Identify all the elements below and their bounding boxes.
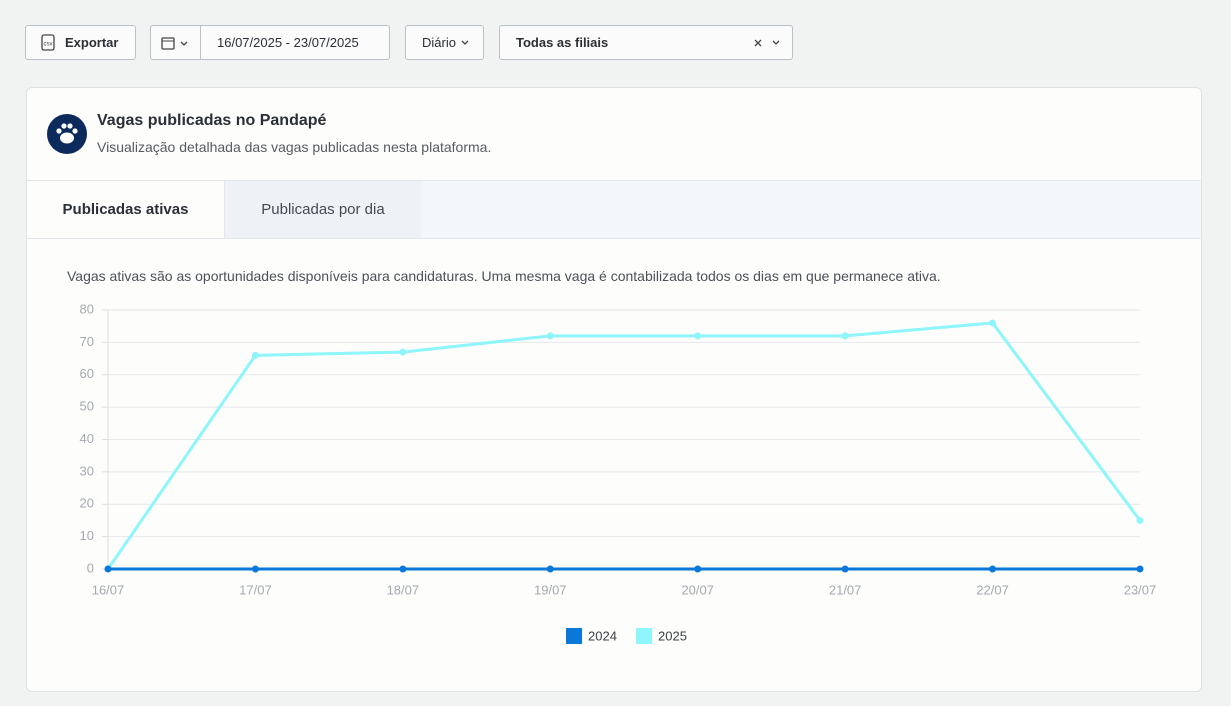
x-tick-label: 16/07 [92, 582, 125, 597]
point [1136, 565, 1144, 573]
export-button[interactable]: csv Exportar [25, 25, 136, 60]
tab-active[interactable]: Publicadas ativas [27, 181, 225, 238]
branch-text: Todas as filiais [516, 35, 609, 50]
y-tick-label: 40 [80, 431, 94, 446]
tab[interactable]: Publicadas por dia [225, 181, 421, 238]
legend-label: 2024 [588, 628, 617, 643]
point [989, 565, 997, 573]
select-icons [754, 39, 780, 46]
point [399, 348, 407, 356]
point [399, 565, 407, 573]
period-text: Diário [422, 35, 456, 50]
y-tick-label: 70 [80, 334, 94, 349]
card: Vagas publicadas no Pandapé Visualização… [26, 87, 1202, 692]
point [841, 332, 849, 340]
legend-label: 2025 [658, 628, 687, 643]
x-tick-label: 22/07 [976, 582, 1009, 597]
x-tick-label: 20/07 [681, 582, 714, 597]
csv-icon: csv [41, 33, 55, 51]
card-subtitle: Visualização detalhada das vagas publica… [97, 139, 492, 155]
svg-text:csv: csv [44, 41, 53, 47]
legend-swatch [636, 628, 652, 644]
series-line [106, 321, 1142, 570]
y-tick-label: 30 [80, 463, 94, 478]
period-select[interactable]: Diário [405, 25, 484, 60]
point [251, 565, 259, 573]
point [546, 332, 554, 340]
calendar-icon [160, 36, 187, 50]
legend-swatch [566, 628, 582, 644]
x-tick-label: 23/07 [1124, 582, 1157, 597]
calendar-button[interactable] [150, 25, 201, 60]
branch-select[interactable]: Todas as filiais [499, 25, 793, 60]
paw-logo [47, 114, 87, 154]
date-range[interactable]: 16/07/2025 - 23/07/2025 [200, 25, 390, 60]
card-title: Vagas publicadas no Pandapé [97, 112, 327, 129]
point [251, 351, 259, 359]
point [546, 565, 554, 573]
x-tick-label: 19/07 [534, 582, 567, 597]
tab-bar: Publicadas ativas Publicadas por dia [27, 180, 1201, 239]
chevron [461, 40, 469, 45]
y-tick-label: 80 [80, 301, 94, 316]
export-label: Exportar [65, 35, 119, 50]
point [694, 332, 702, 340]
point [104, 565, 112, 573]
x-tick-label: 21/07 [829, 582, 862, 597]
point [1136, 516, 1144, 524]
point [841, 565, 849, 573]
x-tick-label: 18/07 [387, 582, 420, 597]
y-tick-label: 0 [87, 560, 94, 575]
chart: 0 10 20 30 40 50 60 70 80 16/07 17/07 18/07 19/07 20/… [80, 301, 1157, 644]
point [694, 565, 702, 573]
chart-description: Vagas ativas são as oportunidades dispon… [67, 268, 941, 284]
y-tick-label: 10 [80, 528, 94, 543]
y-tick-label: 50 [80, 399, 94, 414]
x-tick-label: 17/07 [239, 582, 272, 597]
date-range-text: 16/07/2025 - 23/07/2025 [217, 35, 359, 50]
y-tick-label: 20 [80, 496, 94, 511]
point [989, 319, 997, 327]
y-tick-label: 60 [80, 366, 94, 381]
